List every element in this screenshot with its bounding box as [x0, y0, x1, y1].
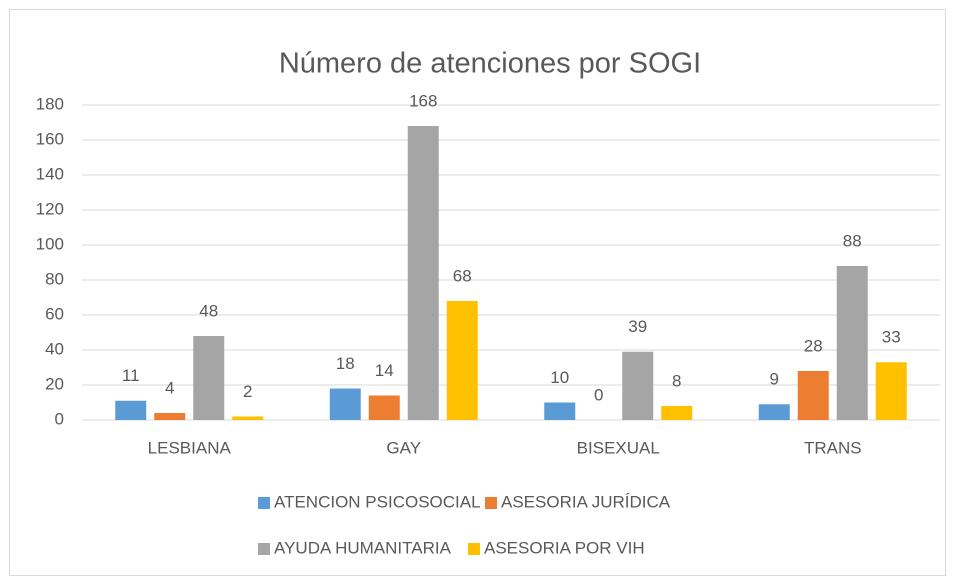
bar	[797, 371, 829, 420]
bar	[661, 406, 693, 420]
y-tick-label: 40	[45, 339, 64, 358]
y-tick-label: 80	[45, 269, 64, 288]
bar	[836, 266, 868, 420]
legend-swatch	[258, 497, 270, 509]
data-label: 168	[409, 91, 437, 110]
data-label: 28	[804, 336, 823, 355]
legend-label: ATENCION PSICOSOCIAL	[274, 492, 481, 511]
bar	[368, 395, 400, 420]
bar	[407, 126, 439, 420]
data-label: 39	[628, 317, 647, 336]
bar	[622, 351, 654, 420]
legend-swatch	[258, 543, 270, 555]
chart-border	[9, 9, 946, 576]
data-label: 8	[672, 371, 681, 390]
y-tick-label: 140	[36, 164, 64, 183]
data-label: 33	[882, 328, 901, 347]
legend-label: ASESORIA JURÍDICA	[501, 492, 671, 511]
data-label: 11	[122, 366, 140, 385]
data-label: 9	[770, 370, 779, 389]
bar	[329, 388, 361, 420]
bar	[544, 402, 576, 420]
bar	[758, 404, 790, 420]
data-label: 14	[375, 361, 394, 380]
y-tick-label: 60	[45, 304, 64, 323]
x-tick-label: LESBIANA	[148, 438, 232, 457]
bar	[154, 413, 186, 420]
legend-swatch	[485, 497, 497, 509]
y-tick-label: 120	[36, 199, 64, 218]
x-tick-label: TRANS	[804, 438, 862, 457]
data-label: 2	[243, 382, 252, 401]
legend-label: ASESORIA POR VIH	[484, 538, 645, 557]
data-label: 48	[199, 301, 218, 320]
chart-title: Número de atenciones por SOGI	[279, 48, 701, 80]
legend-label: AYUDA HUMANITARIA	[274, 538, 452, 557]
y-tick-label: 20	[45, 374, 64, 393]
data-label: 4	[165, 378, 174, 397]
x-tick-label: GAY	[386, 438, 421, 457]
data-label: 18	[336, 354, 355, 373]
y-tick-label: 100	[36, 234, 64, 253]
bar	[875, 362, 907, 420]
data-label: 88	[843, 231, 862, 250]
data-label: 0	[594, 385, 603, 404]
y-tick-label: 160	[36, 129, 64, 148]
data-label: 68	[453, 266, 472, 285]
bar	[446, 301, 478, 420]
x-tick-label: BISEXUAL	[577, 438, 660, 457]
y-tick-label: 0	[55, 409, 64, 428]
data-label: 10	[550, 368, 569, 387]
legend-swatch	[468, 543, 480, 555]
y-tick-label: 180	[36, 94, 64, 113]
bar	[115, 400, 147, 420]
bar	[193, 336, 225, 420]
bar	[232, 416, 264, 420]
